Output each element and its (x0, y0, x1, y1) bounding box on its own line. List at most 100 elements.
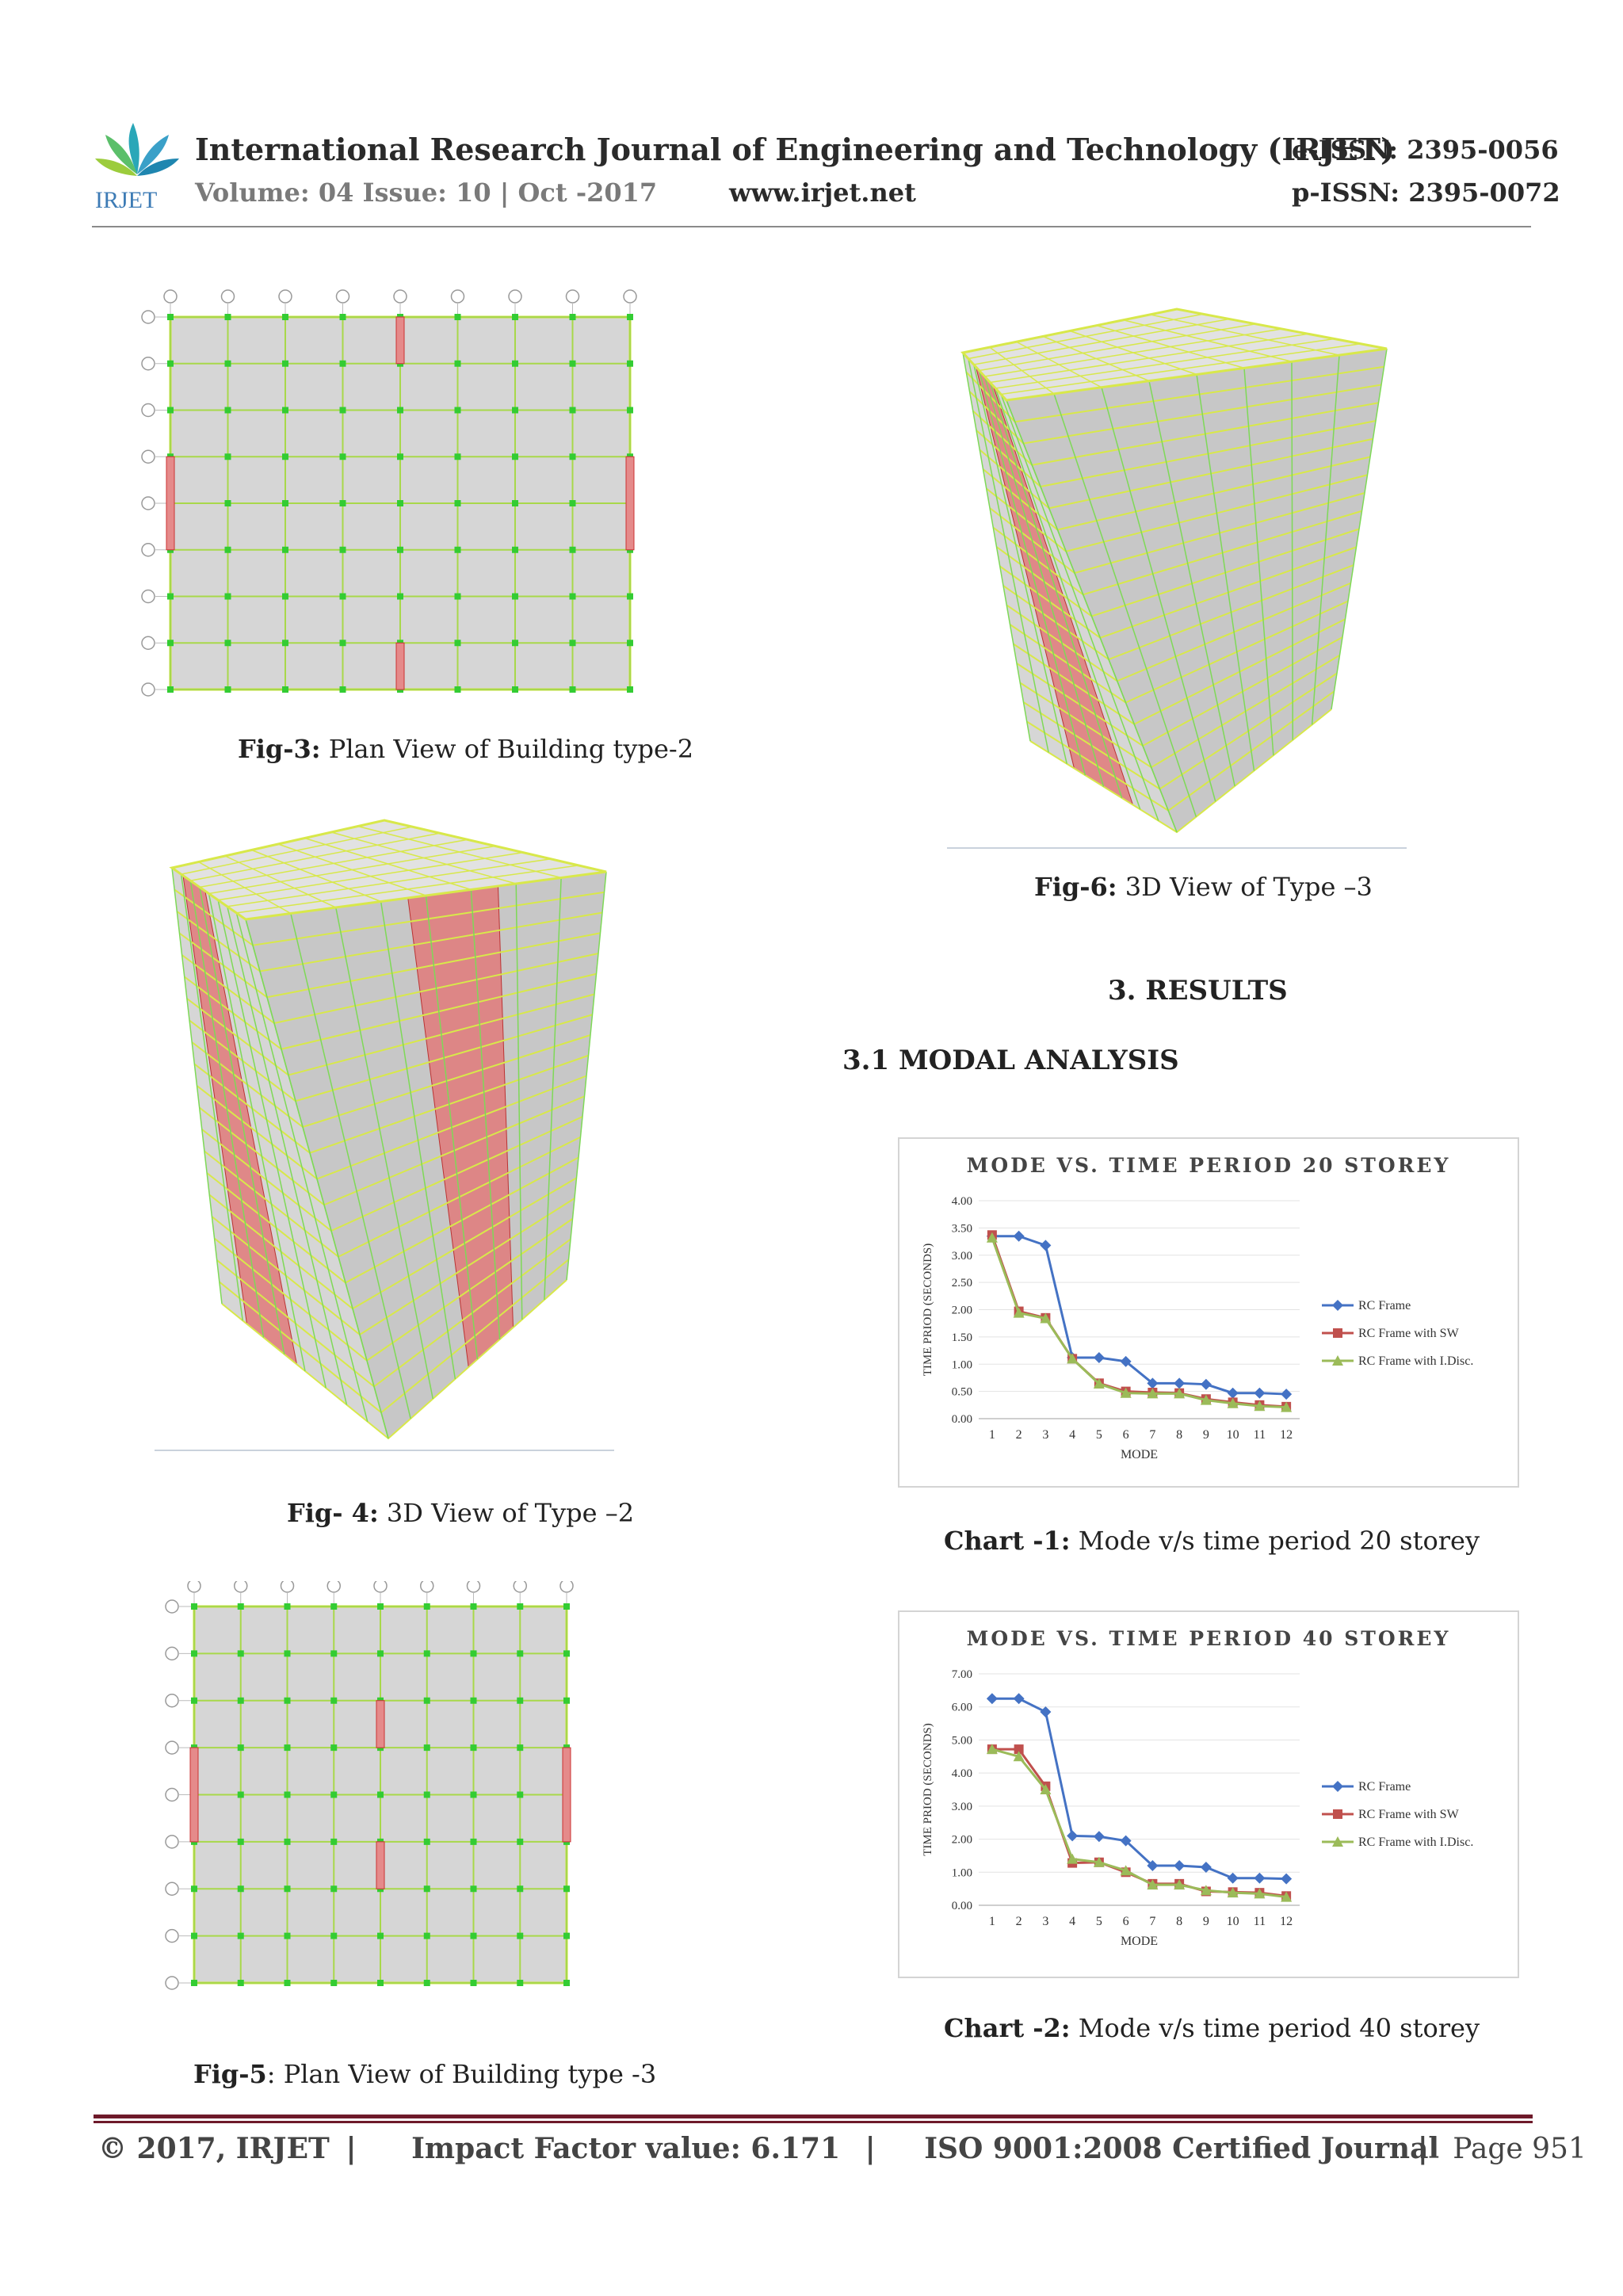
x-tick-label: 9 (1203, 1915, 1209, 1928)
column-node (339, 500, 346, 506)
column-node (569, 640, 576, 647)
grid-bubble-icon (165, 1835, 179, 1849)
grid-bubble-icon (165, 1646, 179, 1661)
column-node (237, 1932, 244, 1939)
x-tick-label: 5 (1096, 1428, 1102, 1442)
column-line (515, 883, 523, 1320)
column-node (517, 1650, 524, 1657)
column-node (237, 1838, 244, 1845)
column-node (569, 546, 576, 553)
column-node (339, 593, 346, 600)
column-node (377, 1603, 384, 1610)
column-node (512, 314, 518, 320)
column-node (569, 360, 576, 367)
grid-bubble-icon (280, 1581, 295, 1593)
column-node (423, 1744, 430, 1752)
column-node (397, 546, 403, 553)
chart2-caption-label: Chart -2: (944, 2013, 1071, 2043)
roof-grid-line (227, 858, 552, 907)
legend-label: RC Frame with SW (1358, 1808, 1460, 1821)
y-tick-label: 3.00 (952, 1801, 972, 1813)
chart2-container: MODE VS. TIME PERIOD 40 STOREY 0.00 1.00 2.… (898, 1610, 1519, 1978)
column-line (962, 352, 1031, 742)
column-node (167, 407, 174, 414)
x-tick-label: 5 (1096, 1915, 1102, 1928)
column-node (569, 686, 576, 693)
column-line (1148, 380, 1235, 787)
modal-analysis-heading: 3.1 MODAL ANALYSIS (842, 1045, 1179, 1076)
grid-bubble-icon (393, 289, 407, 304)
data-point (986, 1693, 998, 1705)
footer-impact: Impact Factor value: 6.171 (411, 2132, 841, 2165)
data-point (1147, 1377, 1159, 1389)
y-tick-label: 1.50 (952, 1331, 972, 1344)
website-link[interactable]: www.irjet.net (729, 178, 916, 208)
chart1-svg: MODE VS. TIME PERIOD 20 STOREY 0.00 0.50 1.… (922, 1154, 1473, 1461)
legend-label: RC Frame with SW (1358, 1327, 1460, 1340)
column-node (470, 1980, 477, 1986)
fig6-caption-text: 3D View of Type –3 (1117, 872, 1373, 902)
column-node (512, 453, 518, 460)
column-node (397, 407, 403, 414)
data-point (986, 1232, 998, 1243)
fig4-caption-text: 3D View of Type –2 (378, 1498, 635, 1528)
x-tick-label: 1 (989, 1428, 995, 1442)
grid-bubble-icon (234, 1581, 248, 1593)
data-point (1254, 1888, 1266, 1899)
column-line (171, 867, 223, 1305)
x-tick-label: 7 (1149, 1915, 1155, 1928)
column-node (282, 593, 288, 600)
column-node (284, 1603, 291, 1610)
column-node (339, 407, 346, 414)
footer-separator: | (865, 2132, 876, 2165)
journal-title: International Research Journal of Engine… (195, 132, 1395, 167)
column-node (224, 546, 231, 553)
column-line (1196, 374, 1255, 771)
legend-marker (1333, 1328, 1342, 1338)
column-node (224, 453, 231, 460)
y-tick-label: 0.00 (952, 1900, 972, 1912)
column-node (423, 1838, 430, 1845)
chart1-container: MODE VS. TIME PERIOD 20 STOREY 0.00 0.50 1.… (898, 1137, 1519, 1488)
y-tick-label: 0.50 (952, 1386, 972, 1399)
column-node (563, 1932, 570, 1939)
y-tick-label: 1.00 (952, 1358, 972, 1371)
column-node (454, 593, 461, 600)
x-tick-label: 10 (1227, 1428, 1239, 1442)
fig3-caption-label: Fig-3: (238, 734, 321, 764)
column-line (425, 895, 479, 1360)
column-node (330, 1838, 338, 1845)
column-node (224, 314, 231, 320)
column-line (973, 364, 1067, 764)
column-node (191, 1980, 197, 1986)
column-node (330, 1744, 338, 1752)
column-node (282, 686, 288, 693)
y-tick-label: 4.00 (952, 1195, 972, 1208)
y-tick-label: 5.00 (952, 1734, 972, 1747)
column-line (995, 388, 1141, 810)
data-point (1040, 1312, 1052, 1324)
series-line (991, 1748, 1287, 1899)
column-node (282, 314, 288, 320)
column-line (245, 919, 389, 1439)
column-node (397, 593, 403, 600)
column-node (627, 686, 633, 693)
shear-wall (189, 1747, 199, 1843)
legend-marker (1333, 1809, 1342, 1819)
roof-grid-line (1150, 314, 1340, 356)
column-node (377, 1932, 384, 1939)
data-point (1093, 1831, 1105, 1843)
data-point (1227, 1397, 1239, 1408)
roof-grid-line (984, 328, 1282, 377)
data-point (1174, 1859, 1186, 1871)
column-node (397, 453, 403, 460)
x-tick-label: 12 (1280, 1915, 1293, 1928)
grid-bubble-icon (623, 289, 637, 304)
chart2-caption: Chart -2: Mode v/s time period 40 storey (944, 2013, 1480, 2043)
data-point (1227, 1872, 1239, 1884)
column-node (517, 1932, 524, 1939)
x-tick-label: 4 (1069, 1428, 1075, 1442)
legend-marker (1332, 1781, 1343, 1792)
x-axis-label: MODE (1121, 1448, 1158, 1461)
column-line (1101, 387, 1216, 802)
